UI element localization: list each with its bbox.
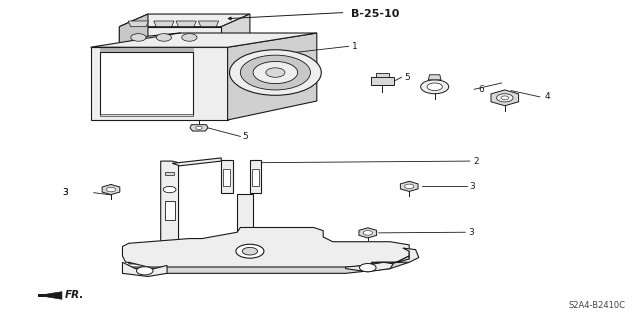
Polygon shape [491, 90, 518, 106]
Polygon shape [122, 262, 167, 277]
Bar [165, 172, 174, 175]
Circle shape [420, 80, 449, 94]
Polygon shape [250, 160, 261, 193]
Circle shape [196, 126, 202, 130]
Circle shape [266, 68, 285, 77]
Polygon shape [176, 21, 196, 27]
Text: 2: 2 [473, 157, 479, 166]
Text: S2A4-B2410C: S2A4-B2410C [569, 301, 626, 310]
Polygon shape [371, 77, 394, 85]
Bar [100, 114, 193, 116]
Polygon shape [228, 33, 317, 120]
Circle shape [156, 33, 172, 41]
Circle shape [106, 187, 116, 192]
Polygon shape [376, 73, 389, 77]
Text: 3: 3 [468, 228, 474, 237]
Polygon shape [371, 248, 419, 264]
Polygon shape [161, 161, 179, 270]
Polygon shape [38, 292, 62, 299]
Text: 6: 6 [478, 85, 484, 94]
Circle shape [364, 231, 372, 235]
Text: 5: 5 [243, 132, 248, 141]
Polygon shape [122, 227, 409, 269]
Circle shape [253, 62, 298, 84]
Bar [38, 294, 46, 297]
Circle shape [182, 33, 197, 41]
Circle shape [236, 244, 264, 258]
Text: 3: 3 [62, 188, 68, 197]
Text: 3: 3 [62, 188, 68, 197]
Polygon shape [359, 228, 376, 238]
Circle shape [497, 94, 513, 102]
Polygon shape [119, 14, 250, 27]
Circle shape [427, 83, 442, 91]
Polygon shape [190, 125, 208, 131]
Text: FR.: FR. [65, 291, 84, 300]
Polygon shape [221, 160, 233, 193]
Bar [252, 169, 259, 186]
Text: B-25-10: B-25-10 [351, 9, 399, 19]
Text: 4: 4 [544, 93, 550, 101]
Polygon shape [91, 33, 317, 47]
Polygon shape [119, 14, 148, 49]
Polygon shape [100, 52, 193, 115]
Polygon shape [237, 242, 326, 262]
Polygon shape [401, 181, 418, 191]
Circle shape [241, 55, 310, 90]
Circle shape [136, 267, 153, 275]
Polygon shape [129, 242, 199, 264]
Polygon shape [128, 21, 148, 27]
Polygon shape [119, 27, 221, 49]
Polygon shape [198, 21, 219, 27]
Circle shape [163, 186, 176, 193]
Polygon shape [346, 262, 394, 272]
Bar [164, 201, 175, 219]
Polygon shape [102, 184, 120, 195]
Polygon shape [221, 14, 250, 49]
Polygon shape [91, 47, 228, 120]
Circle shape [230, 50, 321, 95]
Text: 1: 1 [352, 42, 358, 51]
Circle shape [404, 184, 414, 189]
Polygon shape [428, 75, 441, 80]
Polygon shape [125, 256, 409, 273]
Polygon shape [237, 194, 253, 262]
Polygon shape [154, 21, 174, 27]
Text: 3: 3 [470, 182, 476, 191]
Text: 5: 5 [404, 73, 410, 82]
Polygon shape [172, 158, 221, 166]
Circle shape [360, 263, 376, 272]
Bar [223, 169, 230, 186]
Circle shape [131, 33, 146, 41]
Circle shape [243, 248, 257, 255]
Circle shape [501, 96, 509, 100]
